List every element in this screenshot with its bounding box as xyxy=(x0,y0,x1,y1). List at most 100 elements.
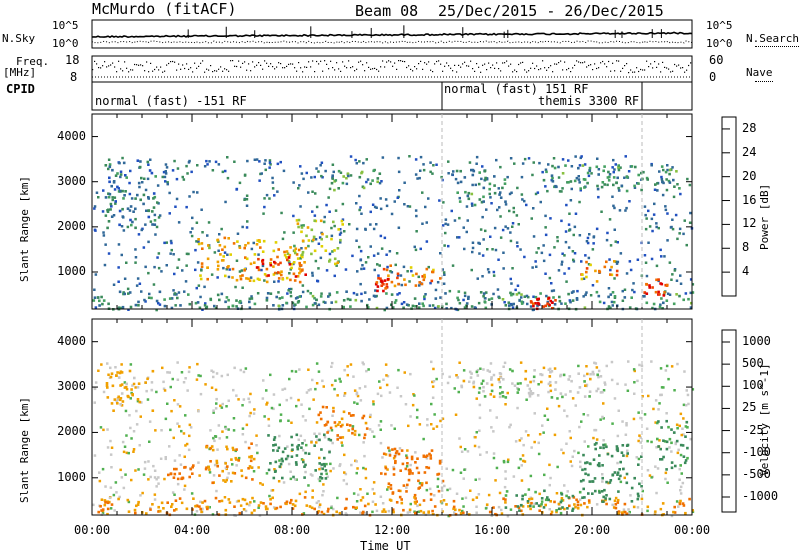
power-point xyxy=(624,209,627,212)
velocity-point xyxy=(585,365,588,368)
freq-point xyxy=(128,71,130,73)
power-point xyxy=(194,248,197,252)
power-point xyxy=(439,296,442,299)
velocity-point xyxy=(472,380,476,384)
velocity-point xyxy=(132,450,135,453)
power-point xyxy=(311,274,314,277)
velocity-point xyxy=(171,503,174,506)
power-point xyxy=(574,212,578,215)
velocity-point xyxy=(144,381,147,384)
power-point xyxy=(411,274,415,277)
power-point xyxy=(136,277,140,280)
velocity-point xyxy=(515,494,518,497)
power-point xyxy=(390,303,393,307)
power-point xyxy=(556,239,559,243)
velocity-point xyxy=(409,372,412,376)
velocity-point xyxy=(519,457,522,461)
velocity-point xyxy=(524,369,528,373)
freq-point xyxy=(126,67,128,69)
velocity-point xyxy=(378,380,381,383)
power-point xyxy=(174,205,177,208)
power-point xyxy=(480,200,484,204)
velocity-point xyxy=(188,366,191,369)
power-colorbar-tick-label: 20 xyxy=(742,168,757,183)
power-point xyxy=(389,264,392,267)
power-point xyxy=(482,200,485,203)
velocity-point xyxy=(129,397,132,400)
velocity-point xyxy=(664,477,667,481)
power-point xyxy=(259,172,262,176)
power-point xyxy=(400,283,404,287)
velocity-point xyxy=(461,497,464,500)
velocity-point xyxy=(241,433,245,436)
freq-point xyxy=(150,62,152,64)
power-point xyxy=(128,209,132,212)
power-point xyxy=(660,175,663,179)
power-point xyxy=(304,273,307,276)
power-point xyxy=(418,306,421,309)
velocity-point xyxy=(295,454,299,457)
power-point xyxy=(229,253,232,256)
power-point xyxy=(151,210,154,213)
station-title: McMurdo (fitACF) xyxy=(92,0,237,18)
power-point xyxy=(476,277,479,280)
power-point xyxy=(560,263,563,266)
velocity-point xyxy=(117,376,121,379)
power-point xyxy=(121,189,124,193)
power-point xyxy=(166,182,169,186)
power-point xyxy=(339,238,342,242)
power-point xyxy=(411,304,415,308)
power-point xyxy=(583,163,587,166)
velocity-point xyxy=(659,507,663,511)
nsky-panel-frame xyxy=(91,19,693,49)
velocity-point xyxy=(163,477,166,481)
velocity-point xyxy=(139,415,142,418)
velocity-point xyxy=(97,510,100,514)
power-point xyxy=(645,176,649,180)
velocity-point xyxy=(251,496,254,500)
velocity-point xyxy=(326,431,329,434)
velocity-point xyxy=(132,430,136,433)
velocity-point xyxy=(280,457,284,461)
power-point xyxy=(573,179,577,183)
velocity-point xyxy=(532,505,535,508)
velocity-point xyxy=(522,443,525,447)
velocity-point xyxy=(670,441,673,445)
power-point xyxy=(402,306,405,310)
freq-point xyxy=(460,66,462,68)
power-point xyxy=(487,298,491,301)
freq-point xyxy=(622,67,624,69)
velocity-point xyxy=(674,442,677,446)
power-point xyxy=(462,298,465,302)
velocity-point xyxy=(116,371,119,374)
freq-point xyxy=(610,70,612,72)
freq-point xyxy=(168,62,170,65)
velocity-point xyxy=(195,378,199,381)
power-point xyxy=(328,258,332,262)
velocity-ytick-label: 1000 xyxy=(57,469,86,484)
velocity-point xyxy=(339,463,342,466)
velocity-point xyxy=(584,472,587,476)
power-point xyxy=(661,193,665,197)
velocity-point xyxy=(248,414,251,418)
velocity-point xyxy=(330,365,333,368)
velocity-point xyxy=(678,478,681,481)
velocity-point xyxy=(160,501,164,505)
power-point xyxy=(577,178,581,181)
power-point xyxy=(301,255,304,259)
freq-point xyxy=(268,65,270,67)
power-point xyxy=(153,213,157,217)
power-point xyxy=(493,191,497,195)
velocity-point xyxy=(301,415,305,418)
power-point xyxy=(168,191,171,195)
velocity-point xyxy=(384,466,388,470)
velocity-point xyxy=(430,402,433,406)
power-point xyxy=(396,196,399,199)
velocity-point xyxy=(432,380,436,383)
x-axis-label: Time UT xyxy=(360,539,411,553)
velocity-point xyxy=(568,375,572,378)
velocity-point xyxy=(340,441,343,444)
freq-point xyxy=(618,60,620,62)
power-point xyxy=(224,169,227,173)
power-point xyxy=(545,170,548,174)
